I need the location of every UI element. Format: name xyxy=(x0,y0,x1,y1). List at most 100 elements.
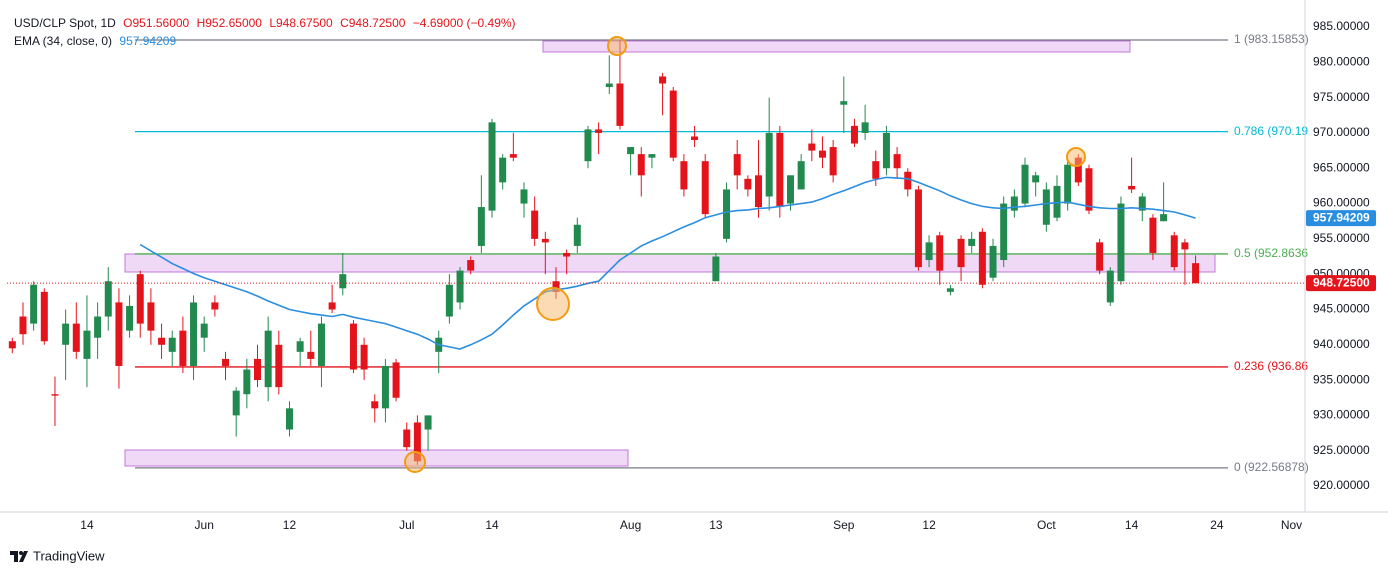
candle-body xyxy=(1117,203,1125,282)
candle-body xyxy=(605,83,613,88)
level-label: 1 (983.15853) xyxy=(1234,32,1309,46)
candle-body xyxy=(946,288,954,292)
candle-body xyxy=(317,323,325,366)
candle-body xyxy=(94,316,102,338)
candle-body xyxy=(669,90,677,158)
candle-body xyxy=(786,175,794,204)
candle-body xyxy=(1149,217,1157,253)
candle-body xyxy=(62,323,70,345)
candle-body xyxy=(1032,175,1040,183)
candle-body xyxy=(957,238,965,268)
y-tick-label: 955.00000 xyxy=(1313,231,1370,245)
candle-body xyxy=(403,429,411,448)
candle-body xyxy=(563,252,571,257)
y-tick-label: 985.00000 xyxy=(1313,19,1370,33)
x-tick-label: Jun xyxy=(195,518,214,532)
plot xyxy=(7,40,1305,465)
candle-body xyxy=(765,132,773,197)
candle-body xyxy=(893,154,901,169)
candle-body xyxy=(275,344,283,388)
candle-body xyxy=(467,260,475,271)
candle-body xyxy=(1170,235,1178,268)
y-tick-label: 930.00000 xyxy=(1313,408,1370,422)
candle-body xyxy=(1138,196,1146,211)
price-tag-box xyxy=(1306,275,1376,292)
y-tick-label: 970.00000 xyxy=(1313,125,1370,139)
candle-body xyxy=(776,132,784,208)
candle-body xyxy=(115,302,123,366)
candle-body xyxy=(136,274,144,324)
y-tick-label: 945.00000 xyxy=(1313,302,1370,316)
candle-body xyxy=(254,358,262,381)
candle-body xyxy=(541,238,549,243)
close: C948.72500 xyxy=(340,16,406,30)
level-label: 0.236 (936.86 xyxy=(1234,359,1308,373)
highlights xyxy=(404,36,1086,473)
x-tick-label: Oct xyxy=(1037,518,1056,532)
open: O951.56000 xyxy=(123,16,190,30)
highlight-circle xyxy=(607,36,627,56)
zone xyxy=(124,449,629,467)
candle-body xyxy=(349,323,357,370)
candle-body xyxy=(936,235,944,271)
candle-body xyxy=(158,337,166,345)
candle-body xyxy=(222,358,230,366)
candle-body xyxy=(573,224,581,246)
fib-levels: 1 (983.15853) 0.786 (970.19 0.5 (952.8636 0… xyxy=(135,32,1309,474)
candle-body xyxy=(1128,185,1136,190)
candle-body xyxy=(989,245,997,278)
candle-body xyxy=(904,171,912,190)
candle-body xyxy=(584,129,592,162)
x-tick-label: 14 xyxy=(1125,518,1139,532)
candle-body xyxy=(371,401,379,409)
candle-body xyxy=(360,344,368,370)
x-tick-label: Aug xyxy=(620,518,641,532)
candle-body xyxy=(1096,242,1104,271)
candle-body xyxy=(978,231,986,285)
candle-body xyxy=(595,129,603,133)
ema-line xyxy=(139,176,1196,350)
candle-body xyxy=(1000,203,1008,261)
highlight-circle xyxy=(1066,147,1086,167)
x-tick-label: 13 xyxy=(709,518,723,532)
candle-body xyxy=(627,147,635,155)
price-tag-box xyxy=(1306,210,1376,227)
ema-value: 957.94209 xyxy=(119,34,177,48)
candle-body xyxy=(829,147,837,176)
candle-body xyxy=(168,337,176,352)
candle-body xyxy=(1053,185,1061,218)
candle-body xyxy=(488,122,496,211)
footer-text: TradingView xyxy=(33,548,105,563)
ema-name: EMA (34, close, 0) xyxy=(14,34,113,48)
header-row: EMA (34, close, 0) 957.94209 xyxy=(14,32,520,50)
x-tick-label: 14 xyxy=(485,518,499,532)
candle-body xyxy=(190,302,198,366)
candle-body xyxy=(424,415,432,430)
candle-body xyxy=(818,150,826,158)
candle-body xyxy=(211,302,219,310)
candle-body xyxy=(925,242,933,261)
candle-body xyxy=(861,122,869,133)
candle-body xyxy=(83,330,91,359)
candle-body xyxy=(755,175,763,208)
x-tick-label: 12 xyxy=(922,518,936,532)
level-label: 0.786 (970.19 xyxy=(1234,124,1308,138)
candle-body xyxy=(914,189,922,268)
candle-body xyxy=(712,256,720,282)
candle-body xyxy=(701,161,709,215)
candle-body xyxy=(872,161,880,179)
candle-body xyxy=(808,143,816,151)
y-tick-label: 920.00000 xyxy=(1313,478,1370,492)
candle-body xyxy=(552,281,560,292)
highlight-circle xyxy=(536,287,570,321)
candle-body xyxy=(499,157,507,183)
candle-body xyxy=(147,302,155,331)
candle-body xyxy=(531,210,539,239)
axes: 920.00000 925.00000 930.00000 935.00000 940.… xyxy=(80,19,1376,532)
candle-body xyxy=(1010,196,1018,211)
candle-body xyxy=(1064,164,1072,204)
candle-body xyxy=(744,178,752,190)
zone xyxy=(124,253,1216,273)
header: USD/CLP Spot, 1D O951.56000 H952.65000 L… xyxy=(14,14,520,50)
